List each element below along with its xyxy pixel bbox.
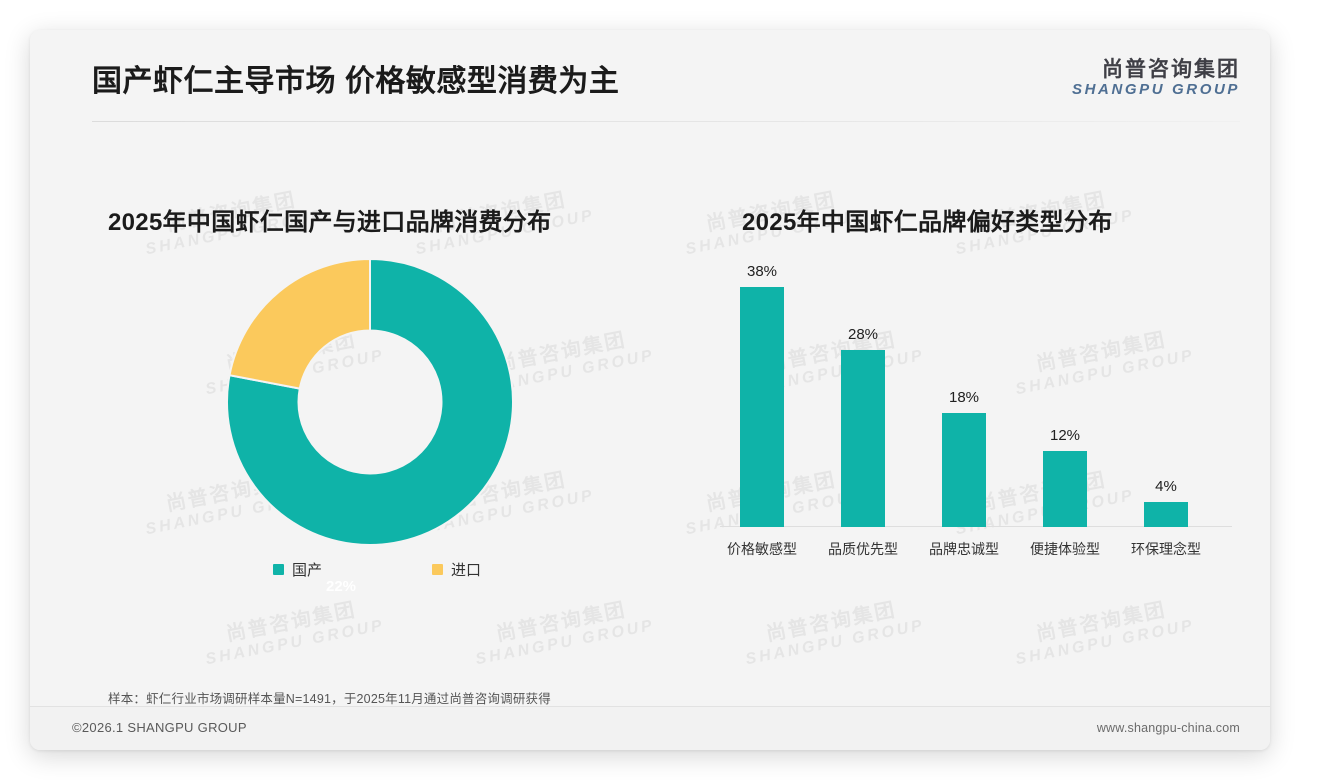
bar-column[interactable]: 38% <box>720 259 804 527</box>
donut-legend: 国产 进口 <box>92 559 662 580</box>
donut-legend-item[interactable]: 国产 <box>272 559 322 580</box>
bar-value-label: 38% <box>746 263 778 280</box>
bar-category-label: 价格敏感型 <box>727 541 797 557</box>
bar-column[interactable]: 18% <box>922 259 1006 527</box>
donut-slice-domestic[interactable] <box>227 259 513 545</box>
footer-copyright: ©2026.1 SHANGPU GROUP <box>72 720 247 735</box>
slide-card: 尚普咨询集团 SHANGPU GROUP 尚普咨询集团 SHANGPU GROUP 尚普… <box>30 30 1270 750</box>
bar[interactable] <box>1043 451 1087 527</box>
brand-logo: 尚普咨询集团 SHANGPU GROUP <box>1072 58 1240 98</box>
donut-slice-label-import: 22% <box>326 578 357 595</box>
donut-chart-title: 2025年中国虾仁国产与进口品牌消费分布 <box>108 209 552 236</box>
bar-column[interactable]: 12% <box>1023 259 1107 527</box>
bar-category-label: 品牌忠诚型 <box>929 541 999 557</box>
legend-swatch-icon <box>272 564 284 575</box>
header-divider <box>92 121 1240 122</box>
bar-chart: 38% 价格敏感型 28% 品质优先型 18% 品牌忠诚型 12% 便捷体验型 4% 环保理念型 <box>708 259 1238 589</box>
bar[interactable] <box>740 287 784 527</box>
donut-legend-item[interactable]: 进口 <box>432 559 481 580</box>
page-title: 国产虾仁主导市场 价格敏感型消费为主 <box>92 65 620 98</box>
donut-legend-label: 进口 <box>451 562 482 579</box>
bar-column[interactable]: 4% <box>1124 259 1208 527</box>
bar-column[interactable]: 28% <box>821 259 905 527</box>
footer-divider <box>30 706 1270 707</box>
slide-footer: ©2026.1 SHANGPU GROUP www.shangpu-china.… <box>30 707 1270 750</box>
bar[interactable] <box>1144 501 1188 527</box>
footer-website: www.shangpu-china.com <box>1096 721 1240 735</box>
donut-graphic <box>227 259 513 545</box>
bar-value-label: 12% <box>1049 427 1081 445</box>
bar-category-label: 品质优先型 <box>828 541 898 557</box>
bar-value-label: 4% <box>1155 477 1177 495</box>
chart-panel-bar: 2025年中国虾仁品牌偏好类型分布 38% 价格敏感型 28% 品质优先型 18% 品牌忠… <box>690 202 1240 589</box>
brand-logo-en: SHANGPU GROUP <box>1072 80 1240 98</box>
bar-category-label: 环保理念型 <box>1131 541 1201 557</box>
slide-header: 国产虾仁主导市场 价格敏感型消费为主 尚普咨询集团 SHANGPU GROUP <box>30 30 1270 122</box>
brand-logo-cn: 尚普咨询集团 <box>1102 58 1240 81</box>
donut-legend-label: 国产 <box>291 562 322 579</box>
bar-value-label: 18% <box>948 389 980 407</box>
bar-value-label: 28% <box>847 326 879 344</box>
bar[interactable] <box>841 350 885 527</box>
bar-category-label: 便捷体验型 <box>1030 541 1100 557</box>
footnote-text: 样本：虾仁行业市场调研样本量N=1491，于2025年11月通过尚普咨询调研获得 <box>108 692 551 706</box>
donut-slice-import[interactable] <box>228 259 371 390</box>
legend-swatch-icon <box>432 564 443 575</box>
bar-chart-title: 2025年中国虾仁品牌偏好类型分布 <box>742 209 1113 236</box>
bar[interactable] <box>942 413 986 527</box>
